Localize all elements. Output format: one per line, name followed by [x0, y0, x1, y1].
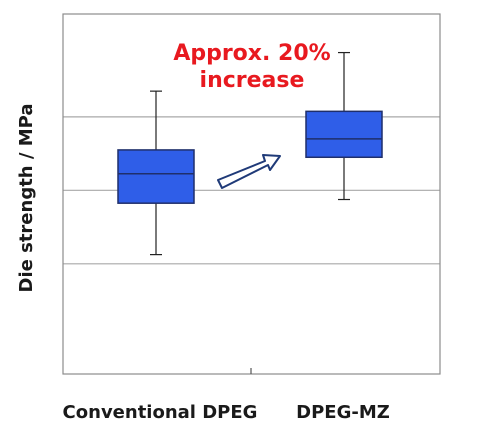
annotation-line-2: increase	[200, 68, 305, 93]
annotation-line-1: Approx. 20%	[173, 41, 330, 66]
box-0	[117, 90, 195, 256]
y-axis-label: Die strength / MPa	[16, 104, 37, 293]
box-body-0	[117, 149, 195, 204]
box-body-1	[305, 110, 383, 159]
box-1	[305, 51, 383, 201]
x-tick-label-0: Conventional DPEG	[63, 402, 258, 423]
x-tick-label-1: DPEG-MZ	[296, 402, 390, 423]
right-arrow-icon	[217, 154, 281, 189]
box-plots	[117, 51, 383, 256]
